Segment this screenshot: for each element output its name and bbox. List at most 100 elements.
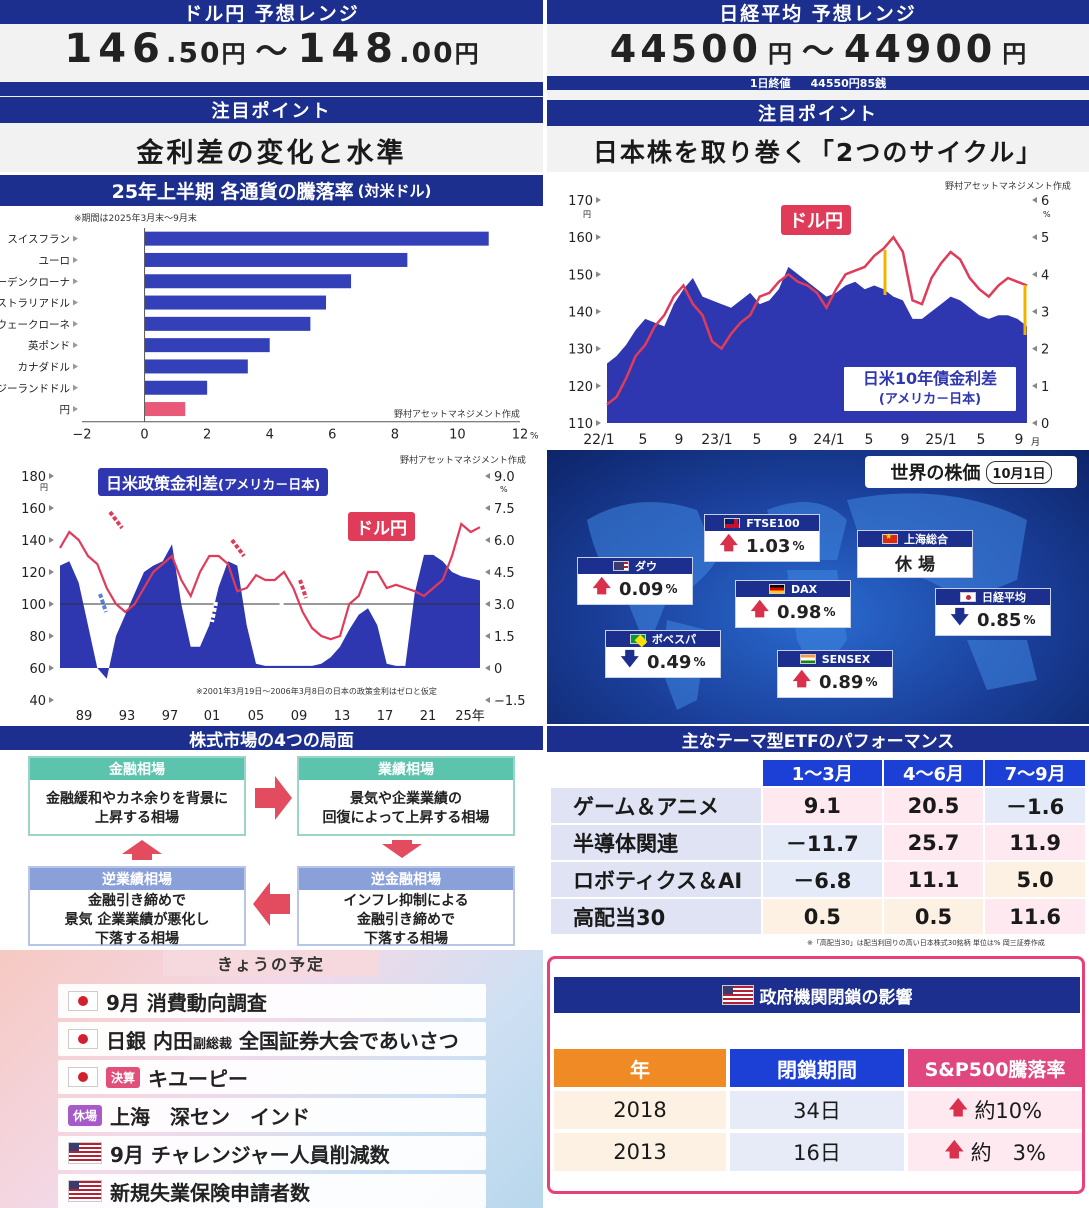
etf-cell: 0.5 <box>881 897 986 936</box>
arrow-up-icon: 🡅 <box>947 1095 969 1119</box>
y-right-tick-label: 1 <box>1041 380 1049 395</box>
schedule-title: きょうの予定 <box>163 950 379 976</box>
phase-financial-line2: 上昇する相場 <box>95 810 179 826</box>
stock-sensex-unit: % <box>865 675 878 689</box>
trend-arrow-icon <box>276 601 284 623</box>
stock-ftse100-value: 1.03 <box>746 535 791 557</box>
in-flag-icon <box>799 654 816 664</box>
bar-label-marker <box>73 384 78 391</box>
nikkei-point-text: 日本株を取り巻く「2つのサイクル」 <box>592 138 1044 167</box>
bar-label-英ポンド: 英ポンド <box>28 339 70 352</box>
cycle-spread-label-box: 日米10年債金利差 (アメリカ－日本) <box>842 365 1018 413</box>
etf-cell: 0.5 <box>761 897 884 936</box>
x-tick-label: 93 <box>119 709 136 724</box>
policy-usdjpy-label: ドル円 <box>348 512 415 541</box>
x-tick-label: 01 <box>204 709 221 724</box>
jp-flag-icon <box>68 1067 98 1087</box>
bar-label-カナダドル: カナダドル <box>18 360 71 373</box>
etf-cell: 11.1 <box>881 860 986 899</box>
schedule-item: 9月 チャレンジャー人員削減数 <box>58 1136 486 1170</box>
phase-reverse-earnings-head: 逆業績相場 <box>30 868 244 890</box>
shutdown-col-change: S&P500騰落率 <box>908 1049 1082 1087</box>
stock-nikkei-value: 0.85 <box>977 609 1022 631</box>
stock-dow-name: ダウ <box>635 560 657 573</box>
policy-spread-label: 日米政策金利差(アメリカ－日本) <box>98 468 329 496</box>
nikkei-close-label: 1日終値 <box>749 77 791 90</box>
bar-label-marker <box>73 342 78 349</box>
usdjpy-range-title: ドル円 予想レンジ <box>0 0 543 25</box>
arrow-up-icon <box>122 840 162 860</box>
shutdown-col-year: 年 <box>554 1049 726 1087</box>
y-right-tick-marker <box>1032 345 1037 352</box>
etf-cell: 9.1 <box>761 786 884 825</box>
y-right-tick-label: −1.5 <box>494 694 526 709</box>
shutdown-2018-change-text: 約10% <box>974 1099 1043 1123</box>
y-left-tick-label: 110 <box>568 417 593 432</box>
y-left-tick-label: 160 <box>21 502 46 517</box>
shutdown-2013-period: 16日 <box>730 1133 904 1171</box>
schedule-item-small: 副総裁 <box>192 1036 232 1052</box>
currency-chart-title: 25年上半期 各通貨の騰落率 <box>111 181 354 203</box>
bar-ノルウェークローネ <box>144 316 311 331</box>
stock-sensex-value: 0.89 <box>819 671 864 693</box>
y-left-tick-label: 100 <box>21 598 46 613</box>
br-flag-icon <box>629 634 646 644</box>
etf-cell: －1.6 <box>983 786 1087 825</box>
x-tick-label: 89 <box>76 709 93 724</box>
x-tick-label: 9 <box>901 432 910 447</box>
x-tick-label: 9 <box>675 432 684 447</box>
etf-row-name: ゲーム＆アニメ <box>549 786 763 825</box>
schedule-item-text2: 全国証券大会であいさつ <box>231 1028 459 1053</box>
schedule-item-text: 9月 チャレンジャー人員削減数 <box>110 1142 390 1167</box>
x-tick-label: 10 <box>449 428 466 443</box>
y-right-tick-marker <box>1032 308 1037 315</box>
cn-flag-icon <box>882 532 898 544</box>
trend-arrow-icon <box>108 510 124 530</box>
bar-スイスフラン <box>144 231 489 246</box>
shutdown-2018-year: 2018 <box>554 1091 726 1129</box>
x-tick-label: 97 <box>162 709 179 724</box>
y-right-tick-marker <box>485 633 490 639</box>
y-right-tick-label: 3.0 <box>494 598 515 613</box>
y-left-tick-label: 140 <box>21 534 46 549</box>
y-left-tick-marker <box>596 420 601 426</box>
jp-flag-icon <box>68 1029 98 1049</box>
x-tick-label: 17 <box>377 709 394 724</box>
usdjpy-high-int: 148 <box>297 26 399 72</box>
x-tick-label: 0 <box>140 428 148 443</box>
phase-reverse-financial-line1: インフレ抑制による <box>343 893 469 909</box>
arrow-up-icon: 🡅 <box>750 599 770 620</box>
trend-arrow-icon <box>230 538 246 558</box>
etf-note: ※「高配当30」は配当利回りの高い日本株式30銘柄 単位は% 岡三証券作成 <box>807 939 1045 947</box>
policy-spread-sub: (アメリカ－日本) <box>218 478 321 493</box>
usdjpy-range-panel: ドル円 予想レンジ 146 .50 円 ～ 148 .00 円 注目ポイント 金… <box>0 0 543 172</box>
y-left-tick-marker <box>49 473 54 479</box>
etf-row-name: ロボティクス＆AI <box>549 860 763 899</box>
world-stocks-panel: 世界の株価 10月1日 FTSE100 🡅 1.03% 上海総合 休 場 ダウ 🡅… <box>547 450 1089 724</box>
etf-header-row: 1～3月 4～6月 7～9月 <box>549 758 1087 788</box>
y-left-tick-marker <box>49 569 54 575</box>
x-tick-label: 25年 <box>455 709 485 724</box>
y-right-tick-marker <box>1032 382 1037 389</box>
phases-title: 株式市場の4つの局面 <box>0 726 543 751</box>
currency-bar-chart: スイスフランユーロスウェーデンクローナオーストラリアドルノルウェークローネ英ポン… <box>0 228 539 443</box>
y-right-unit: % <box>500 485 508 494</box>
y-right-tick-label: 4.5 <box>494 566 515 581</box>
y-left-tick-marker <box>49 697 54 703</box>
y-left-tick-marker <box>49 633 54 639</box>
table-row: ロボティクス＆AI －6.8 11.1 5.0 <box>549 860 1087 899</box>
us-flag-icon <box>68 1180 102 1202</box>
etf-cell: －11.7 <box>761 823 884 862</box>
usdjpy-divider <box>0 82 543 96</box>
x-tick-label: 22/1 <box>583 432 614 447</box>
schedule-item-text: 9月 消費動向調査 <box>106 990 267 1015</box>
y-right-tick-label: 6.0 <box>494 534 515 549</box>
nikkei-close-bar: 1日終値 44550円85銭 <box>547 76 1089 90</box>
y-left-tick-marker <box>596 345 601 352</box>
phase-reverse-earnings: 逆業績相場 金融引き締めで 景気 企業業績が悪化し 下落する相場 <box>28 866 246 947</box>
arrow-left-icon <box>253 882 290 926</box>
x-tick-label: 5 <box>865 432 874 447</box>
x-tick-label: 05 <box>248 709 265 724</box>
arrow-up-icon: 🡅 <box>944 1137 965 1161</box>
y-right-tick-label: 7.5 <box>494 502 515 517</box>
